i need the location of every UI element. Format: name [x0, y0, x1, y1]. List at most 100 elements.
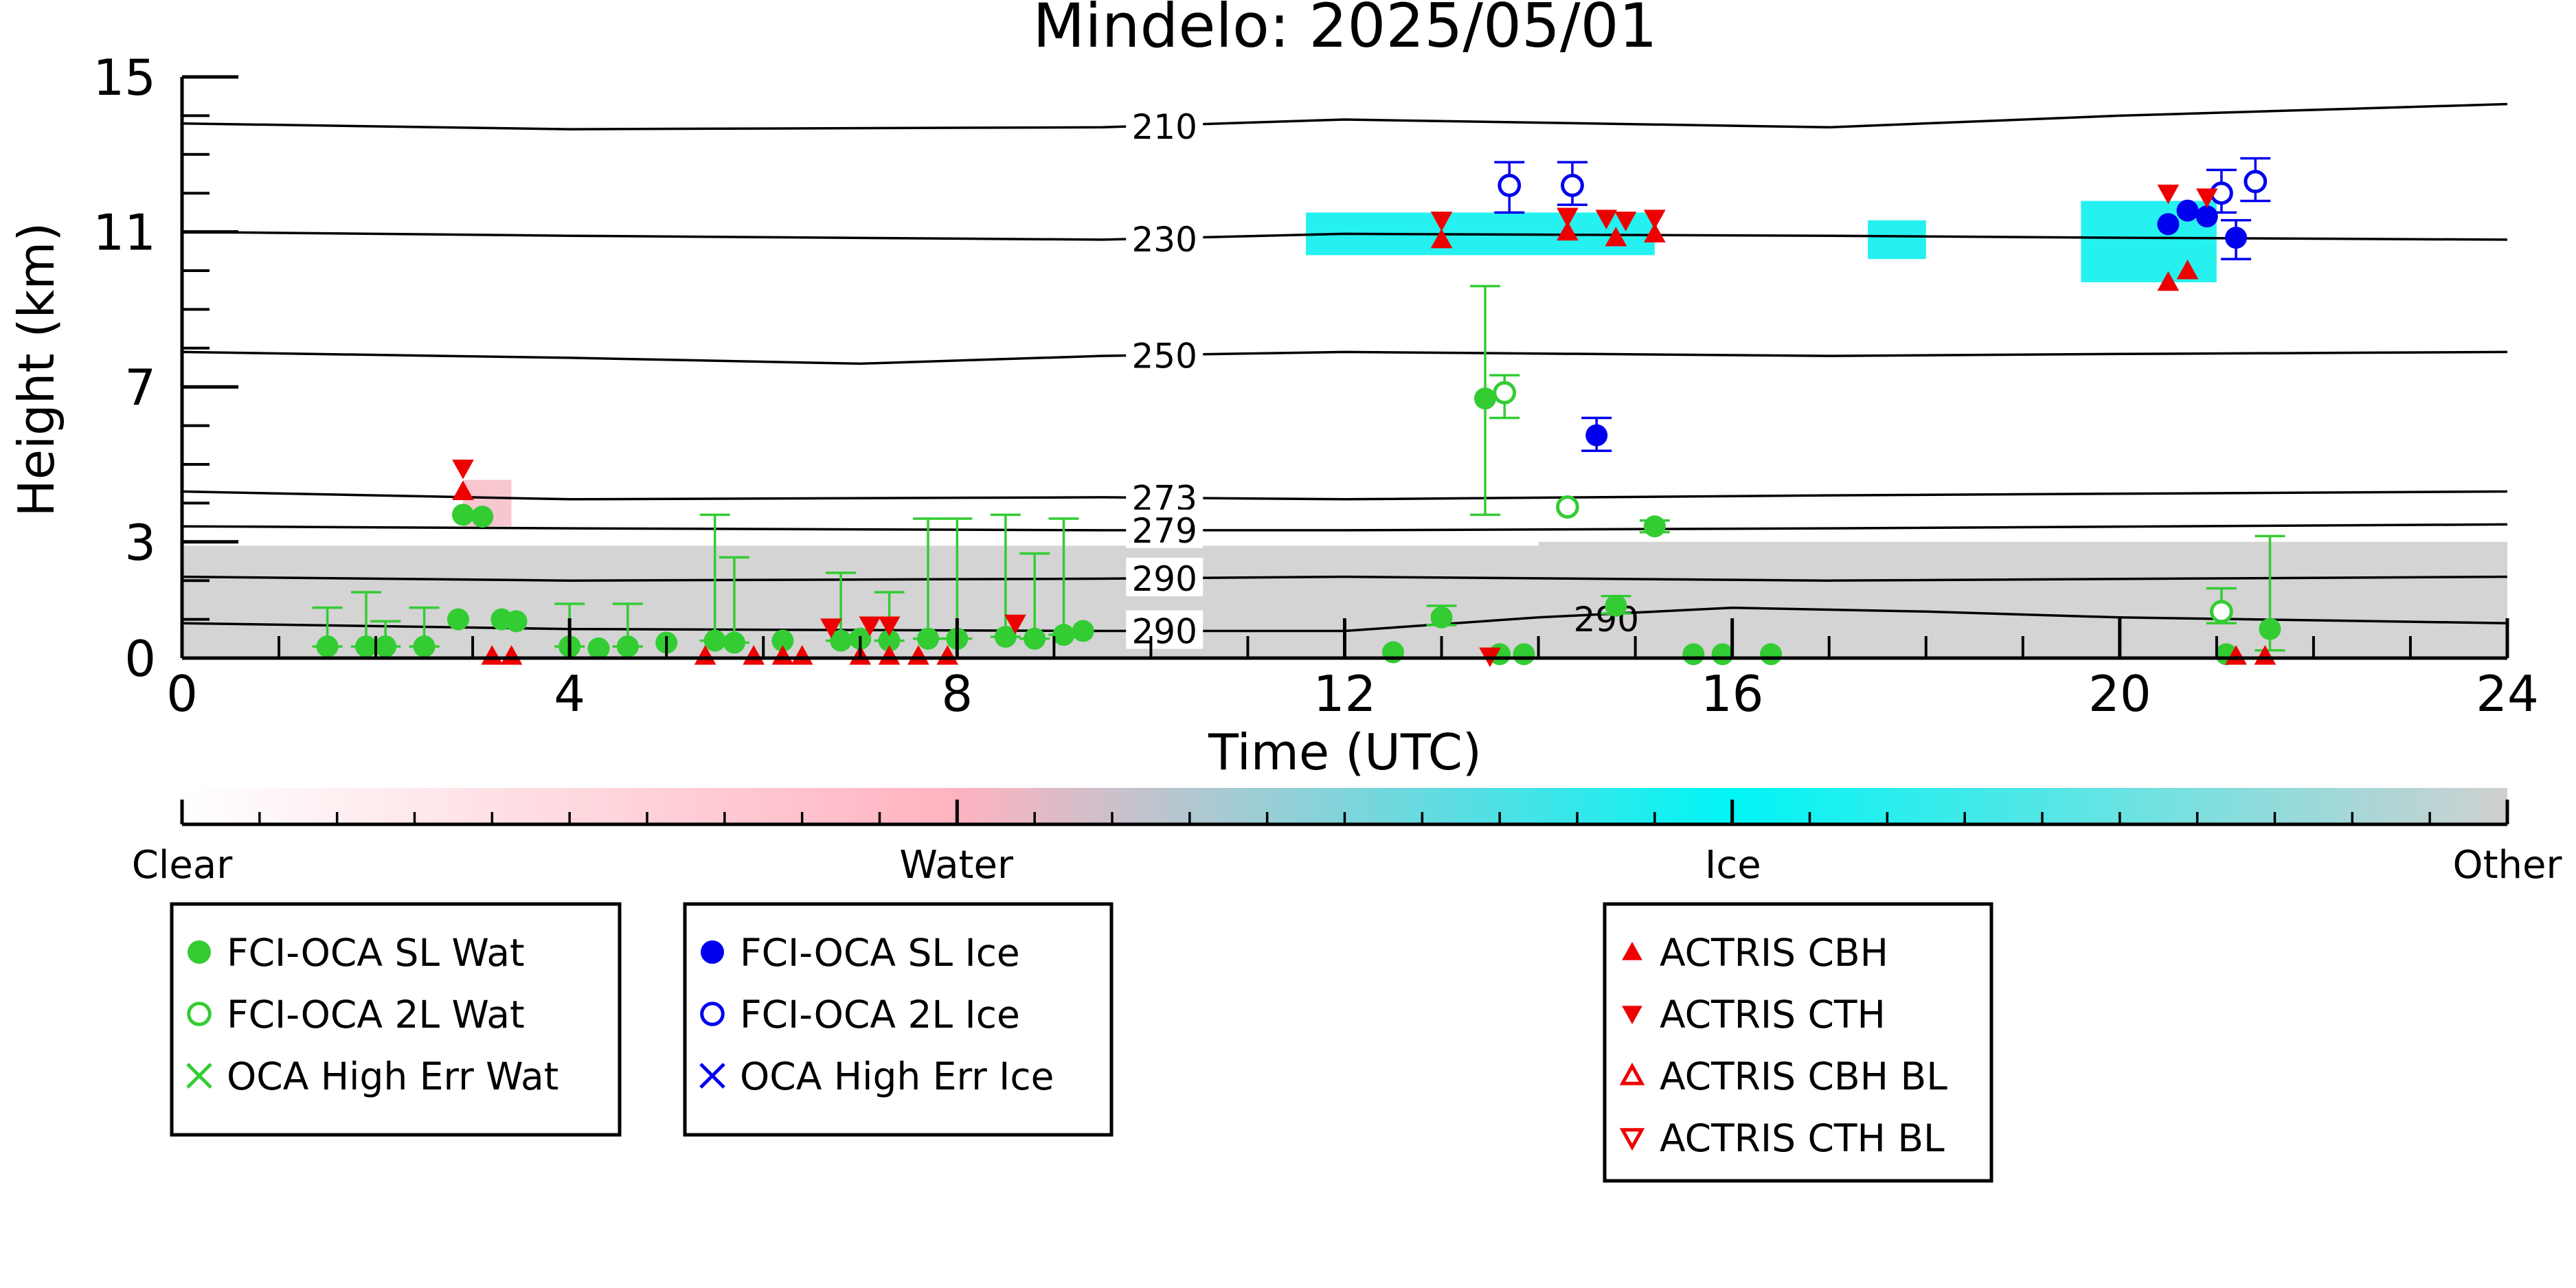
- fci-oca-2l-ice-point: [1498, 174, 1522, 197]
- isotherm-label: 290: [1131, 559, 1197, 599]
- fci-oca-2l-ice-point: [1561, 174, 1584, 197]
- legend-entry-label: FCI-OCA 2L Ice: [740, 993, 1020, 1037]
- x-tick-label: 4: [554, 665, 585, 723]
- fci-oca-sl-wat-point: [452, 504, 475, 526]
- legend-entry-label: ACTRIS CTH BL: [1660, 1116, 1945, 1160]
- isotherm-label: 230: [1131, 220, 1197, 260]
- fci-oca-sl-wat-point: [316, 635, 339, 658]
- isotherm-label: 250: [1131, 336, 1197, 376]
- legend-marker: [188, 940, 211, 964]
- legend-marker: [1619, 1128, 1645, 1151]
- legend-marker: [1619, 1062, 1645, 1085]
- actris-cbh-point: [1430, 228, 1453, 249]
- fci-oca-sl-wat-point: [703, 629, 726, 652]
- fci-oca-sl-ice-point: [2195, 205, 2218, 228]
- fci-oca-sl-wat-point: [1474, 387, 1497, 410]
- isotherm-label-bg: [1126, 335, 1204, 374]
- fci-oca-sl-wat-point: [830, 629, 852, 652]
- legend-marker: [699, 1063, 725, 1089]
- legend-entry-label: FCI-OCA SL Wat: [227, 931, 525, 975]
- y-tick-label: 0: [124, 630, 156, 688]
- actris-cth-point: [1614, 212, 1637, 231]
- legend-frame: [683, 902, 1114, 1137]
- colorbar: Clear Water Ice Other: [132, 788, 2562, 888]
- isotherm-label-bg: [1126, 509, 1204, 548]
- colorbar-label: Clear: [132, 843, 233, 888]
- actris-cth-point: [2195, 188, 2218, 208]
- isotherm-label-bg: [1126, 105, 1204, 144]
- fci-oca-sl-wat-point: [1711, 643, 1734, 666]
- fci-oca-sl-wat-point: [587, 637, 610, 659]
- fci-oca-sl-wat-point: [1430, 606, 1453, 629]
- x-tick-label: 0: [166, 665, 198, 723]
- colorbar-label: Ice: [1705, 843, 1761, 888]
- actris-cth-point: [859, 616, 881, 637]
- y-tick-label: 3: [124, 514, 156, 572]
- legend-frame: [170, 902, 622, 1137]
- fci-oca-sl-wat-point: [917, 627, 940, 650]
- actris-cth-point: [1595, 210, 1618, 229]
- actris-cth-point: [1430, 212, 1453, 231]
- fci-oca-sl-wat-point: [616, 635, 639, 658]
- x-tick-label: 12: [1313, 665, 1377, 723]
- legend-marker: [1622, 1006, 1642, 1025]
- fci-oca-sl-ice-point: [2176, 199, 2199, 222]
- fci-oca-sl-wat-point: [1605, 594, 1627, 617]
- fci-oca-sl-wat-point: [413, 635, 436, 658]
- isotherm-label: 279: [1131, 511, 1197, 551]
- actris-cbh-point: [1643, 223, 1666, 242]
- isotherm-label-bg: [1126, 477, 1204, 516]
- mask-region-ice: [1868, 220, 1926, 260]
- fci-oca-sl-wat-point: [1024, 627, 1046, 650]
- axes: 0 4 8 12 16 20 24 0 3 7 11 15: [93, 49, 2538, 723]
- actris-cbh-point: [1557, 221, 1579, 241]
- legend-box: FCI-OCA SL Wat FCI-OCA 2L Wat OCA High Err…: [170, 902, 622, 1137]
- x-axis-label: Time (UTC): [1208, 723, 1482, 781]
- y-tick-label: 15: [93, 49, 156, 106]
- isotherm-label: 290: [1131, 612, 1197, 652]
- fci-oca-sl-ice-point: [2225, 227, 2248, 249]
- actris-cth-point: [1004, 614, 1026, 635]
- legend-entry-label: ACTRIS CBH: [1660, 931, 1888, 975]
- fci-oca-2l-wat-point: [1493, 381, 1517, 405]
- legend-entry-label: OCA High Err Ice: [740, 1054, 1054, 1098]
- actris-cth-point: [1557, 207, 1579, 228]
- fci-oca-sl-ice-point: [1585, 424, 1608, 447]
- actris-cbh-point: [452, 480, 474, 500]
- fci-oca-sl-wat-point: [771, 629, 794, 652]
- fci-oca-sl-ice-point: [2157, 213, 2180, 236]
- fci-oca-sl-wat-point: [1052, 624, 1075, 646]
- actris-cth-point: [452, 460, 474, 479]
- isotherm-line: [181, 523, 2508, 532]
- y-tick-label: 7: [124, 359, 156, 416]
- x-tick-label: 20: [2088, 665, 2151, 723]
- fci-oca-2l-ice-point: [2244, 170, 2268, 194]
- fci-oca-sl-wat-point: [723, 631, 745, 654]
- actris-cth-point: [878, 616, 901, 637]
- actris-cbh-point: [2157, 271, 2180, 291]
- legends: FCI-OCA SL Wat FCI-OCA 2L Wat OCA High Err…: [170, 902, 1993, 1183]
- legend-marker: [187, 1002, 212, 1026]
- isotherm-line: [181, 102, 2508, 131]
- cloud-mask-layer: [182, 201, 2507, 658]
- legend-entry-label: ACTRIS CTH: [1660, 993, 1886, 1037]
- actris-cbh-point: [1605, 227, 1627, 247]
- actris-cbh-point: [2176, 259, 2199, 280]
- y-axis-label: Height (km): [8, 223, 65, 517]
- legend-marker: [701, 940, 724, 964]
- legend-box: ACTRIS CBH ACTRIS CTH ACTRIS CBH BL ACTRIS …: [1603, 902, 1993, 1183]
- actris-cth-point: [1643, 210, 1666, 229]
- legend-box: FCI-OCA SL Ice FCI-OCA 2L Ice OCA High Err…: [683, 902, 1114, 1137]
- actris-cth-point: [820, 618, 842, 638]
- isotherm-label-bg: [1126, 558, 1204, 597]
- actris-cth-point: [2157, 184, 2180, 205]
- x-tick-label: 16: [1701, 665, 1764, 723]
- fci-oca-2l-wat-point: [1555, 495, 1579, 519]
- fci-oca-sl-wat-point: [374, 635, 397, 658]
- y-tick-label: 11: [93, 204, 156, 262]
- fci-oca-sl-wat-point: [1643, 515, 1666, 538]
- isotherm-line: [181, 350, 2508, 365]
- fci-oca-sl-wat-point: [1513, 643, 1535, 666]
